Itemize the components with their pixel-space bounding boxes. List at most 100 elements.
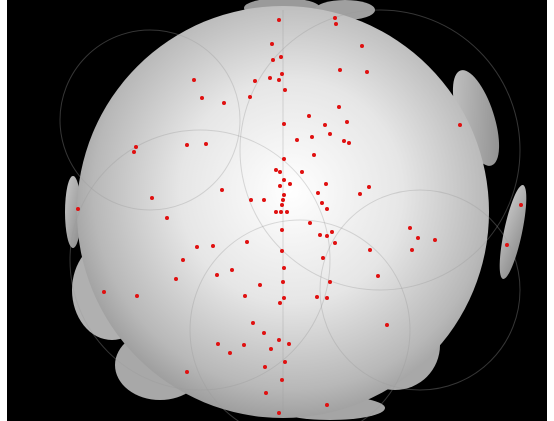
detection-dot xyxy=(277,18,281,22)
detection-dot xyxy=(279,210,283,214)
detection-dot xyxy=(342,139,346,143)
detection-dot xyxy=(215,273,219,277)
detection-dot xyxy=(280,203,284,207)
detection-dot xyxy=(330,230,334,234)
detection-dot xyxy=(347,141,351,145)
detection-dot xyxy=(278,301,282,305)
detection-dot xyxy=(360,44,364,48)
detection-dot xyxy=(416,236,420,240)
arc-artifacts xyxy=(59,9,521,421)
detection-dot xyxy=(263,365,267,369)
detection-dot xyxy=(315,295,319,299)
detection-dot xyxy=(308,221,312,225)
detection-dot xyxy=(325,207,329,211)
detection-dot xyxy=(328,132,332,136)
detection-dot xyxy=(228,351,232,355)
detection-dot xyxy=(216,342,220,346)
detection-dot xyxy=(268,76,272,80)
detection-dot xyxy=(135,294,139,298)
detection-dot xyxy=(281,280,285,284)
detection-dot xyxy=(222,101,226,105)
detection-dot xyxy=(174,277,178,281)
detection-dot xyxy=(245,240,249,244)
detection-dot xyxy=(519,203,523,207)
detection-dot xyxy=(307,114,311,118)
detection-dot xyxy=(192,78,196,82)
detection-dot xyxy=(368,248,372,252)
detection-dot xyxy=(181,258,185,262)
detection-dot xyxy=(321,256,325,260)
detection-dot xyxy=(338,68,342,72)
detection-dot xyxy=(280,228,284,232)
detection-dot xyxy=(282,122,286,126)
detection-dot xyxy=(274,210,278,214)
detection-dot xyxy=(76,207,80,211)
detection-dot xyxy=(165,216,169,220)
detection-dot xyxy=(325,296,329,300)
detection-dot xyxy=(325,403,329,407)
detection-dot xyxy=(320,201,324,205)
detection-dot xyxy=(185,370,189,374)
detections xyxy=(76,16,523,415)
detection-dot xyxy=(328,280,332,284)
detection-dot xyxy=(505,243,509,247)
detection-dot xyxy=(282,193,286,197)
detection-dot xyxy=(333,241,337,245)
detection-dot xyxy=(345,120,349,124)
detection-dot xyxy=(288,182,292,186)
detection-dot xyxy=(300,170,304,174)
detection-dot xyxy=(325,234,329,238)
detection-dot xyxy=(358,192,362,196)
detection-dot xyxy=(277,78,281,82)
detection-dot xyxy=(269,347,273,351)
detection-dot xyxy=(262,331,266,335)
detection-dot xyxy=(281,198,285,202)
detection-dot xyxy=(282,266,286,270)
detection-dot xyxy=(280,249,284,253)
detection-dot xyxy=(458,123,462,127)
detection-dot xyxy=(264,391,268,395)
detection-dot xyxy=(277,411,281,415)
detection-dot xyxy=(279,55,283,59)
detection-dot xyxy=(262,198,266,202)
detection-dot xyxy=(283,88,287,92)
detection-dot xyxy=(376,274,380,278)
detection-dot xyxy=(134,145,138,149)
detection-dot xyxy=(280,72,284,76)
detection-dot xyxy=(200,96,204,100)
detection-dot xyxy=(277,338,281,342)
detection-dot xyxy=(410,248,414,252)
detection-dot xyxy=(278,170,282,174)
detection-dot xyxy=(282,157,286,161)
detection-dot xyxy=(195,245,199,249)
detection-dot xyxy=(230,268,234,272)
detection-dot xyxy=(310,135,314,139)
detection-dot xyxy=(433,238,437,242)
detection-dot xyxy=(365,70,369,74)
detection-dot xyxy=(318,233,322,237)
detection-dot xyxy=(258,283,262,287)
detection-dot xyxy=(274,168,278,172)
detection-dot xyxy=(285,210,289,214)
detection-dot xyxy=(249,198,253,202)
detection-dot xyxy=(316,191,320,195)
detection-dot xyxy=(385,323,389,327)
detection-dot xyxy=(282,296,286,300)
detection-dot xyxy=(283,360,287,364)
detection-dot xyxy=(211,244,215,248)
detection-dot xyxy=(282,178,286,182)
detection-dot xyxy=(271,58,275,62)
detection-dot xyxy=(185,143,189,147)
detection-dot xyxy=(324,182,328,186)
detection-dot xyxy=(251,321,255,325)
detection-dot xyxy=(323,123,327,127)
detection-dot xyxy=(132,150,136,154)
detection-dot xyxy=(367,185,371,189)
detection-dot xyxy=(270,42,274,46)
detection-dot xyxy=(334,22,338,26)
detection-dot xyxy=(150,196,154,200)
detection-dot xyxy=(253,79,257,83)
detection-dot xyxy=(204,142,208,146)
